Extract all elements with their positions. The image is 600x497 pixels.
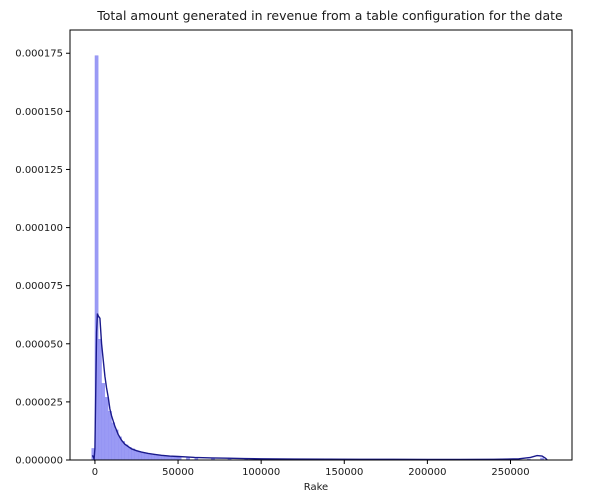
y-tick-label: 0.000100 — [15, 223, 63, 234]
histogram-bar — [157, 455, 162, 461]
histogram-bar — [104, 397, 109, 461]
histogram-bars — [91, 55, 544, 461]
histogram-bar — [134, 450, 139, 461]
histogram-bar — [164, 456, 169, 461]
histogram-bar — [108, 411, 112, 461]
histogram-bar — [98, 338, 102, 461]
y-tick-label: 0.000125 — [15, 165, 63, 176]
plot-frame — [69, 29, 573, 461]
histogram-bar — [124, 444, 129, 461]
chart-title: Total amount generated in revenue from a… — [96, 8, 563, 23]
x-axis-label: Rake — [304, 482, 328, 493]
x-tick-label: 0 — [92, 467, 98, 478]
y-tick-label: 0.000175 — [15, 49, 63, 60]
histogram-bar — [144, 453, 149, 461]
x-tick-label: 100000 — [242, 467, 280, 478]
x-axis-ticks: 0 50000 100000 150000 200000 250000 — [92, 460, 530, 478]
x-tick-label: 50000 — [162, 467, 194, 478]
histogram-bar — [151, 454, 155, 461]
histogram-bar — [167, 456, 172, 461]
y-axis-ticks: 0.000000 0.000025 0.000050 0.000075 0.000100… — [15, 49, 70, 467]
histogram-bar — [161, 455, 165, 461]
histogram-bar — [111, 422, 116, 461]
x-tick-label: 150000 — [325, 467, 363, 478]
kde-line — [91, 313, 548, 462]
x-tick-label: 200000 — [408, 467, 446, 478]
histogram-bar — [147, 454, 152, 461]
y-tick-label: 0.000000 — [15, 456, 63, 467]
x-tick-label: 250000 — [491, 467, 529, 478]
histogram-bar — [154, 455, 159, 461]
y-tick-label: 0.000025 — [15, 397, 63, 408]
y-tick-label: 0.000050 — [15, 339, 63, 350]
histogram-bar — [141, 452, 145, 461]
histogram-bar — [138, 451, 142, 461]
histogram-bar — [101, 383, 106, 461]
y-tick-label: 0.000150 — [15, 107, 63, 118]
y-tick-label: 0.000075 — [15, 281, 63, 292]
